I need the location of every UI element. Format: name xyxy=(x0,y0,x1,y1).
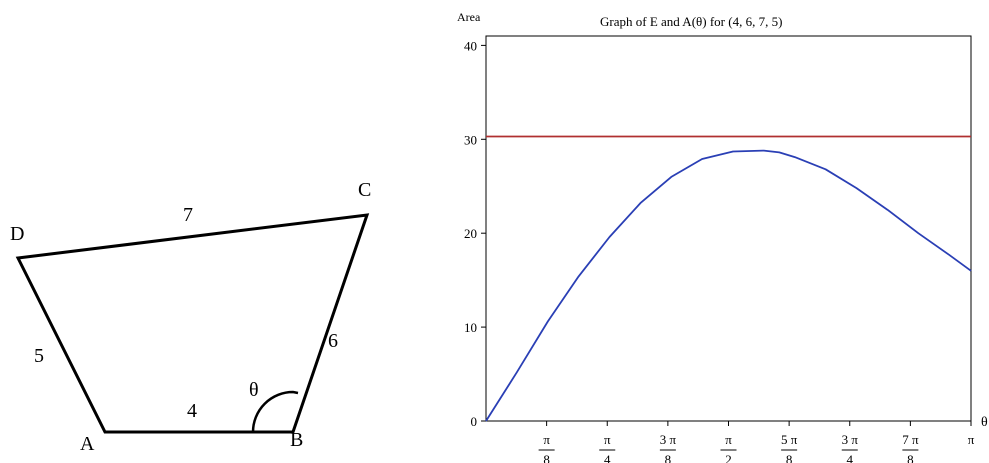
x-axis-label: θ xyxy=(981,415,988,430)
x-tick-numerator: π xyxy=(725,432,732,447)
angle-label-theta: θ xyxy=(249,379,259,401)
quadrilateral-diagram: A B C D 4 6 7 5 θ xyxy=(10,179,371,455)
plot-frame xyxy=(485,35,972,422)
x-tick-denominator: 8 xyxy=(665,452,672,463)
area-chart: Graph of E and A(θ) for (4, 6, 7, 5) Are… xyxy=(457,10,988,463)
side-label-bc: 6 xyxy=(328,330,338,352)
side-label-da: 5 xyxy=(34,345,44,367)
x-tick-numerator: 5 π xyxy=(781,432,798,447)
x-tick-denominator: 4 xyxy=(847,452,854,463)
x-tick-denominator: 8 xyxy=(543,452,550,463)
series-line-a-theta xyxy=(485,149,972,422)
x-tick-denominator: 4 xyxy=(604,452,611,463)
series-layer xyxy=(485,135,972,422)
y-tick-label: 10 xyxy=(464,320,477,335)
vertex-label-d: D xyxy=(10,223,24,245)
chart-title: Graph of E and A(θ) for (4, 6, 7, 5) xyxy=(600,14,782,29)
side-label-cd: 7 xyxy=(183,204,193,226)
y-tick-label: 30 xyxy=(464,132,477,147)
vertex-label-a: A xyxy=(80,433,95,455)
y-tick-label: 20 xyxy=(464,226,477,241)
x-axis-ticks: π 8 π 4 3 π 8 π 2 5 π 8 3 π 4 7 π 8 π xyxy=(538,421,975,463)
x-tick-denominator: 8 xyxy=(786,452,793,463)
x-tick-numerator: π xyxy=(543,432,550,447)
x-tick-denominator: 8 xyxy=(907,452,914,463)
y-axis-label: Area xyxy=(457,10,481,24)
angle-theta-arc xyxy=(251,390,299,433)
x-tick-numerator: 3 π xyxy=(842,432,859,447)
quadrilateral-shape xyxy=(15,213,370,434)
x-tick-numerator: 3 π xyxy=(660,432,677,447)
x-tick-numerator: π xyxy=(604,432,611,447)
vertex-label-c: C xyxy=(358,179,371,201)
y-tick-label: 40 xyxy=(464,38,477,53)
x-tick-denominator: 2 xyxy=(725,452,732,463)
side-label-ab: 4 xyxy=(187,400,197,422)
y-axis-ticks: 0 10 20 30 40 xyxy=(464,38,486,429)
x-tick-numerator: π xyxy=(968,432,975,447)
vertex-label-b: B xyxy=(290,429,303,451)
y-tick-label: 0 xyxy=(471,414,478,429)
x-tick-numerator: 7 π xyxy=(902,432,919,447)
